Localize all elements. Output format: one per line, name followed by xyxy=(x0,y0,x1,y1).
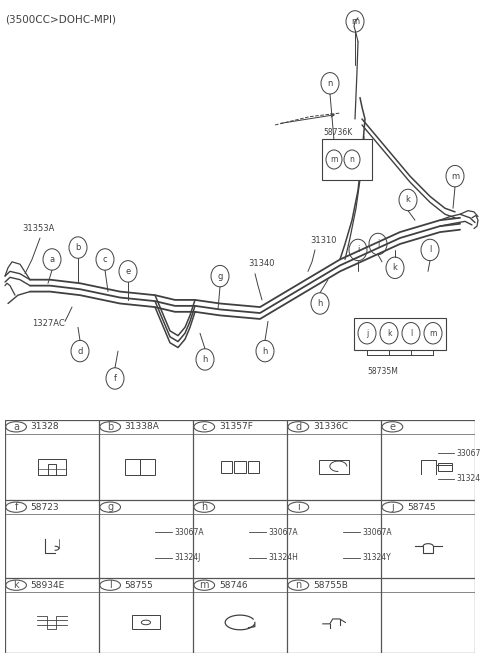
Text: k: k xyxy=(387,329,391,338)
Text: k: k xyxy=(13,580,19,590)
Text: (3500CC>DOHC-MPI): (3500CC>DOHC-MPI) xyxy=(5,14,116,24)
Text: h: h xyxy=(201,502,207,512)
Text: m: m xyxy=(351,17,359,26)
Text: 1327AC: 1327AC xyxy=(32,319,65,328)
Text: n: n xyxy=(327,79,333,88)
Text: n: n xyxy=(349,155,354,164)
Text: k: k xyxy=(406,195,410,205)
Text: 31324U: 31324U xyxy=(456,474,480,483)
Text: e: e xyxy=(389,422,396,432)
Text: h: h xyxy=(317,299,323,308)
Text: 33067A: 33067A xyxy=(174,527,204,537)
Text: 33067A: 33067A xyxy=(362,527,392,537)
Text: b: b xyxy=(75,243,81,252)
Text: 33067A: 33067A xyxy=(268,527,298,537)
Text: j: j xyxy=(377,239,379,249)
Text: 31357F: 31357F xyxy=(219,422,252,432)
Text: a: a xyxy=(49,255,55,264)
Text: 58735M: 58735M xyxy=(367,367,398,376)
Text: h: h xyxy=(262,346,268,356)
Text: l: l xyxy=(429,245,431,255)
Text: 58755B: 58755B xyxy=(313,581,348,590)
Text: 31324Y: 31324Y xyxy=(362,553,391,562)
Text: 31324H: 31324H xyxy=(268,553,298,562)
Text: c: c xyxy=(103,255,108,264)
Text: b: b xyxy=(107,422,113,432)
Text: e: e xyxy=(125,267,131,276)
Text: j: j xyxy=(366,329,368,338)
Text: 58934E: 58934E xyxy=(31,581,65,590)
Text: i: i xyxy=(357,245,359,255)
Text: 31310: 31310 xyxy=(310,236,336,245)
Text: 31336C: 31336C xyxy=(313,422,348,432)
Text: m: m xyxy=(429,329,437,338)
Text: k: k xyxy=(393,263,397,272)
Text: g: g xyxy=(217,272,223,281)
Text: m: m xyxy=(451,172,459,180)
Text: d: d xyxy=(77,346,83,356)
Text: 33067A: 33067A xyxy=(456,449,480,457)
Text: 31353A: 31353A xyxy=(22,224,54,233)
Text: a: a xyxy=(13,422,19,432)
Text: 31340: 31340 xyxy=(248,260,275,268)
Text: j: j xyxy=(391,502,394,512)
Text: 31338A: 31338A xyxy=(125,422,160,432)
FancyBboxPatch shape xyxy=(322,139,372,180)
Text: l: l xyxy=(109,580,111,590)
Text: f: f xyxy=(113,374,117,383)
Text: 58746: 58746 xyxy=(219,581,248,590)
Text: d: d xyxy=(295,422,301,432)
Text: 58723: 58723 xyxy=(31,502,60,512)
Text: i: i xyxy=(297,502,300,512)
Text: n: n xyxy=(295,580,301,590)
Text: l: l xyxy=(410,329,412,338)
Text: 58736K: 58736K xyxy=(323,128,352,137)
Text: 58745: 58745 xyxy=(407,502,436,512)
Text: 31328: 31328 xyxy=(31,422,60,432)
Text: 31324J: 31324J xyxy=(174,553,201,562)
Text: c: c xyxy=(202,422,207,432)
Text: g: g xyxy=(107,502,113,512)
Text: h: h xyxy=(202,355,208,364)
FancyBboxPatch shape xyxy=(354,318,446,350)
Text: m: m xyxy=(200,580,209,590)
Text: m: m xyxy=(330,155,338,164)
Text: 58755: 58755 xyxy=(125,581,154,590)
Text: f: f xyxy=(14,502,18,512)
